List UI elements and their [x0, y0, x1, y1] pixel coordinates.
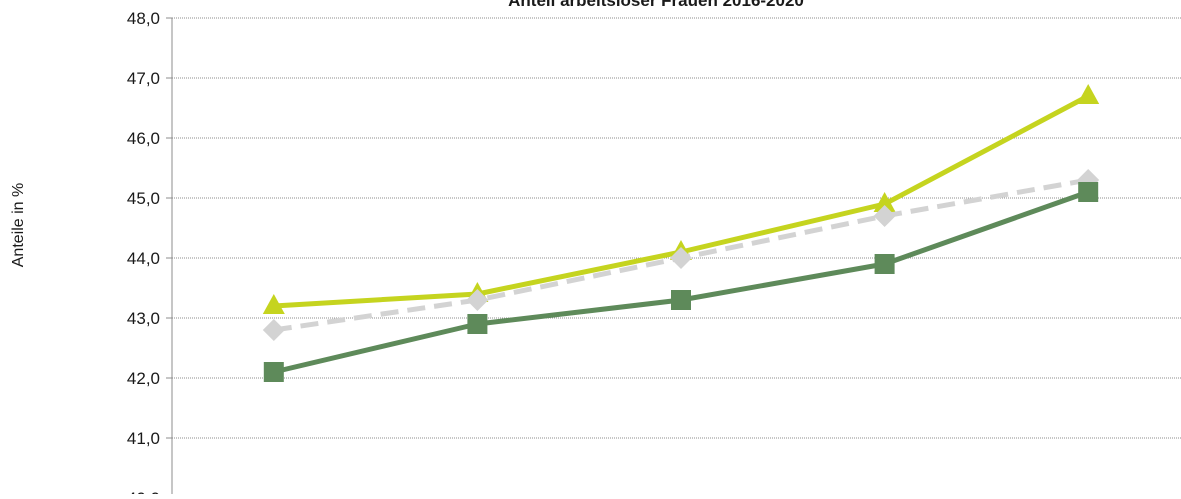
data-point-diamond	[262, 319, 285, 341]
data-point-diamond	[670, 247, 692, 269]
data-point-square	[874, 254, 895, 274]
data-point-diamond	[466, 289, 489, 311]
series-group	[262, 84, 1100, 382]
data-point-square	[671, 290, 691, 310]
y-tick-label: 44,0	[127, 249, 160, 268]
y-tick-label: 43,0	[127, 309, 160, 328]
y-tick-label: 45,0	[127, 189, 160, 208]
y-axis-label: Anteile in %	[10, 183, 27, 268]
y-tick-label: 42,0	[127, 369, 160, 388]
series-2	[262, 169, 1100, 341]
grid	[172, 17, 1181, 499]
data-point-square	[263, 362, 284, 382]
data-point-square	[467, 314, 488, 334]
data-point-triangle	[1077, 84, 1100, 104]
y-tick-label: 41,0	[127, 429, 160, 448]
axes: 40,0 41,0 42,0 43,0 44,0 45,0 46,0 47,0 48,0	[127, 9, 173, 499]
series-line	[273, 189, 1090, 375]
series-3	[263, 182, 1099, 382]
chart-title: Anteil arbeitsloser Frauen 2016-2020	[508, 0, 804, 10]
y-tick-label: 40,0	[127, 489, 160, 494]
y-tick-label: 47,0	[127, 69, 160, 88]
y-tick-label: 48,0	[127, 9, 160, 28]
data-point-triangle	[873, 192, 896, 212]
data-point-triangle	[262, 294, 285, 314]
y-tick-label: 46,0	[127, 129, 160, 148]
data-point-diamond	[873, 205, 896, 227]
data-point-square	[1078, 182, 1099, 202]
